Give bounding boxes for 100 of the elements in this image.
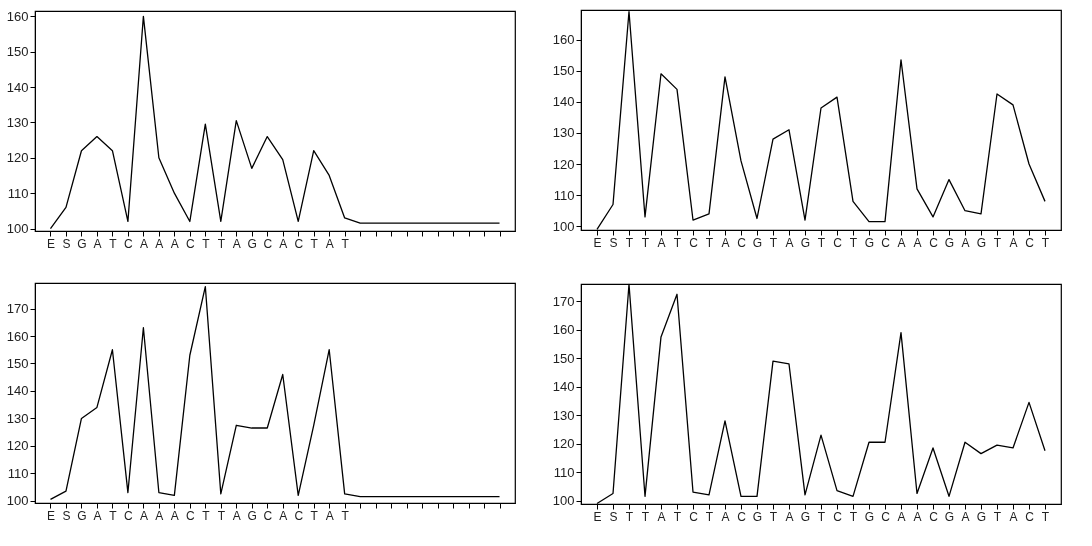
x-tick-label: C — [833, 509, 843, 524]
x-tick-label: G — [976, 235, 987, 250]
x-tick-label: A — [913, 235, 922, 250]
y-tick-label: 140 — [552, 379, 575, 395]
y-tick-label: 100 — [552, 218, 575, 234]
x-tick-label: C — [124, 236, 134, 251]
x-tick-label: C — [294, 236, 304, 251]
x-tick-label: T — [202, 508, 211, 523]
x-tick-label: T — [705, 509, 714, 524]
x-tick-label: A — [279, 508, 288, 523]
x-tick-label: C — [186, 236, 195, 251]
y-tick-label: 100 — [552, 493, 575, 509]
x-tick-label: G — [800, 235, 811, 250]
x-tick-label: C — [263, 236, 273, 251]
y-tick-label: 150 — [6, 355, 29, 371]
x-tick-label: T — [705, 235, 714, 250]
x-tick-label: G — [247, 236, 257, 251]
x-tick-label: T — [673, 509, 682, 524]
x-tick-label: T — [341, 236, 350, 251]
x-tick-label: G — [944, 235, 955, 250]
x-tick-label: T — [769, 509, 778, 524]
y-tick-label: 100 — [6, 493, 29, 509]
x-tick-label: C — [294, 508, 304, 523]
x-tick-label: C — [124, 508, 134, 523]
x-tick-label: G — [247, 508, 257, 523]
x-tick-label: A — [785, 509, 794, 524]
x-tick-label: C — [186, 508, 195, 523]
x-tick-label: T — [625, 509, 634, 524]
x-tick-label: E — [46, 508, 55, 523]
x-tick-label: A — [657, 509, 666, 524]
x-tick-label: G — [752, 509, 763, 524]
y-tick-label: 150 — [552, 350, 575, 366]
y-tick-label: 130 — [6, 410, 29, 426]
x-tick-label: A — [721, 235, 730, 250]
x-tick-label: G — [77, 508, 87, 523]
x-tick-label: T — [310, 236, 319, 251]
y-tick-label: 160 — [552, 322, 575, 338]
y-tick-label: 120 — [6, 150, 29, 166]
y-tick-label: 170 — [6, 301, 29, 317]
y-tick-label: 150 — [552, 63, 575, 79]
x-tick-label: T — [769, 235, 778, 250]
x-tick-label: T — [109, 236, 118, 251]
y-tick-label: 130 — [552, 125, 575, 141]
x-tick-label: T — [641, 509, 650, 524]
x-tick-label: A — [170, 508, 179, 523]
x-tick-label: T — [217, 508, 226, 523]
y-tick-label: 160 — [6, 328, 29, 344]
y-tick-label: 100 — [6, 221, 29, 237]
y-tick-label: 120 — [552, 156, 575, 172]
y-tick-label: 120 — [552, 436, 575, 452]
x-tick-label: A — [139, 508, 148, 523]
x-tick-label: S — [609, 509, 618, 524]
x-tick-label: A — [961, 509, 970, 524]
x-tick-label: A — [155, 236, 164, 251]
x-tick-label: T — [217, 236, 226, 251]
y-tick-label: 130 — [552, 407, 575, 423]
x-tick-label: A — [93, 236, 102, 251]
x-tick-label: T — [625, 235, 634, 250]
y-tick-label: 160 — [6, 8, 29, 24]
x-tick-label: G — [77, 236, 87, 251]
x-tick-label: C — [929, 235, 939, 250]
x-tick-label: S — [62, 508, 71, 523]
x-tick-label: A — [325, 508, 334, 523]
x-tick-label: A — [279, 236, 288, 251]
line-series — [49, 285, 501, 501]
x-tick-label: G — [944, 509, 955, 524]
x-tick-label: E — [593, 235, 602, 250]
x-tick-label: T — [109, 508, 118, 523]
x-tick-label: A — [155, 508, 164, 523]
y-tick-label: 120 — [6, 438, 29, 454]
x-tick-label: G — [864, 509, 875, 524]
y-tick-label: 110 — [553, 187, 575, 203]
x-tick-label: A — [721, 509, 730, 524]
x-tick-label: C — [689, 509, 699, 524]
x-tick-label: A — [961, 235, 970, 250]
y-tick-label: 140 — [6, 79, 29, 95]
x-tick-label: C — [1025, 509, 1035, 524]
x-tick-label: E — [46, 236, 55, 251]
y-tick-label: 140 — [6, 383, 29, 399]
x-tick-label: T — [993, 509, 1002, 524]
x-tick-label: G — [976, 509, 987, 524]
x-tick-label: C — [1025, 235, 1035, 250]
x-tick-label: T — [310, 508, 319, 523]
y-tick-label: 170 — [552, 293, 575, 309]
x-tick-label: A — [170, 236, 179, 251]
x-tick-label: G — [752, 235, 763, 250]
y-tick-label: 110 — [7, 465, 29, 481]
x-tick-label: C — [881, 509, 891, 524]
x-tick-label: A — [93, 508, 102, 523]
x-tick-label: C — [689, 235, 699, 250]
x-tick-label: T — [849, 235, 858, 250]
x-tick-label: C — [881, 235, 891, 250]
x-tick-label: A — [232, 236, 241, 251]
x-tick-label: S — [62, 236, 71, 251]
x-tick-label: A — [785, 235, 794, 250]
x-tick-label: A — [897, 235, 906, 250]
y-tick-label: 110 — [7, 185, 29, 201]
x-tick-label: C — [263, 508, 273, 523]
x-tick-label: T — [817, 235, 826, 250]
x-tick-label: G — [864, 235, 875, 250]
